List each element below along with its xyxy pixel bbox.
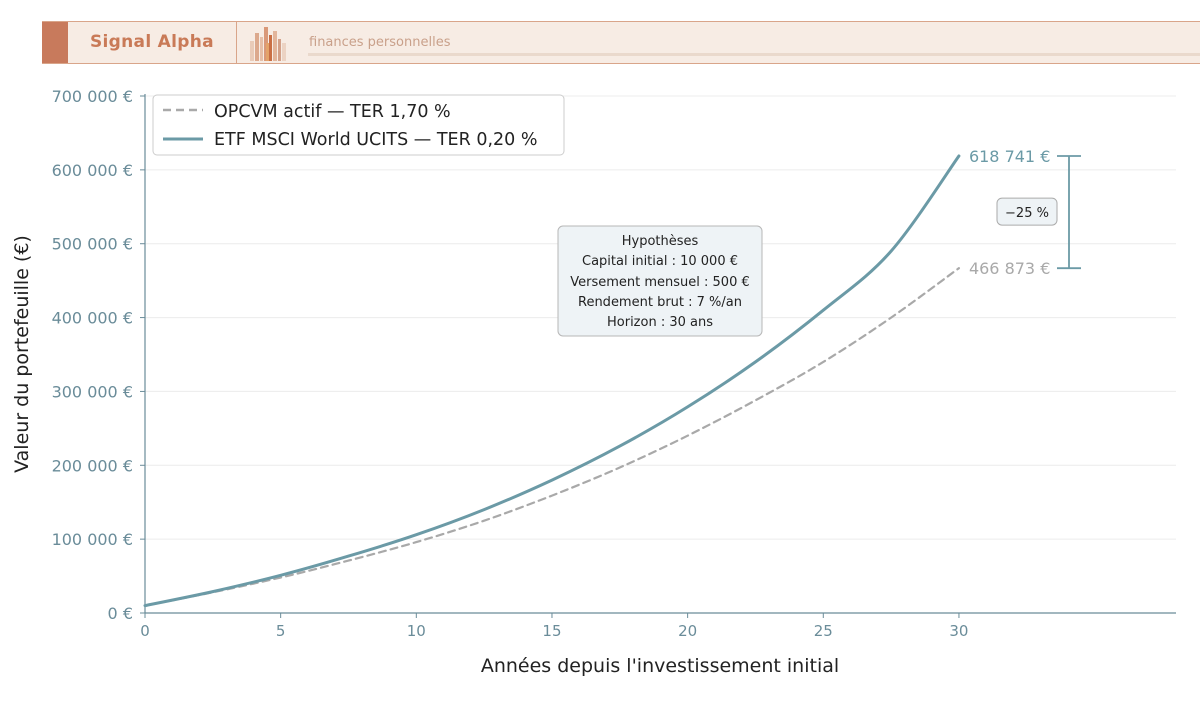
assumptions-box-frame (557, 225, 763, 337)
x-tick-label: 15 (542, 622, 561, 640)
assumption-capital: Capital initial : 10 000 € (582, 254, 738, 269)
axes: 0 € 100 000 € 200 000 € 300 000 € 400 000 € 5… (52, 87, 1176, 640)
x-tick-label: 0 (140, 622, 150, 640)
y-axis-title: Valeur du portefeuille (€) (11, 235, 33, 473)
x-tick-label: 25 (814, 622, 833, 640)
brand-divider (236, 22, 237, 63)
y-tick-label: 200 000 € (52, 456, 133, 475)
y-tick-label: 500 000 € (52, 235, 133, 254)
assumption-return: Rendement brut : 7 %/an (578, 295, 742, 310)
y-tick-label: 0 € (108, 604, 133, 623)
series-lines (143, 154, 961, 608)
assumptions-box: Hypothèses Capital initial : 10 000 € Ve… (557, 225, 763, 337)
gap-badge (996, 197, 1058, 226)
series-line-etf (143, 154, 961, 608)
assumption-monthly: Versement mensuel : 500 € (570, 275, 750, 290)
x-tick-label: 5 (276, 622, 286, 640)
assumption-horizon: Horizon : 30 ans (607, 315, 713, 330)
legend-label-opcvm: OPCVM actif — TER 1,70 % (214, 102, 451, 122)
x-axis-title: Années depuis l'investissement initial (481, 655, 839, 677)
legend-box (152, 94, 565, 156)
brand-name: Signal Alpha (90, 32, 214, 52)
y-tick-label: 400 000 € (52, 309, 133, 328)
x-tick-label: 20 (678, 622, 697, 640)
brand-rule (308, 53, 1200, 56)
brand-header: Signal Alpha finances personnelles (42, 21, 1200, 64)
y-tick-label: 300 000 € (52, 382, 133, 401)
annotations: 466 873 € 618 741 € −25 % (969, 147, 1081, 278)
brand-swatch (42, 22, 68, 63)
legend: OPCVM actif — TER 1,70 % ETF MSCI World … (152, 94, 565, 156)
end-label-etf: 618 741 € (969, 147, 1050, 166)
y-tick-label: 700 000 € (52, 87, 133, 106)
x-tick-label: 30 (949, 622, 968, 640)
series-line-opcvm (143, 267, 960, 607)
end-label-opcvm: 466 873 € (969, 259, 1050, 278)
y-tick-label: 100 000 € (52, 530, 133, 549)
gap-badge-label: −25 % (1005, 206, 1049, 221)
assumptions-title: Hypothèses (622, 234, 699, 249)
y-tick-label: 600 000 € (52, 161, 133, 180)
x-tick-label: 10 (407, 622, 426, 640)
brand-tagline: finances personnelles (309, 35, 451, 50)
skyline-logo-icon (250, 27, 286, 61)
legend-label-etf: ETF MSCI World UCITS — TER 0,20 % (214, 130, 537, 150)
